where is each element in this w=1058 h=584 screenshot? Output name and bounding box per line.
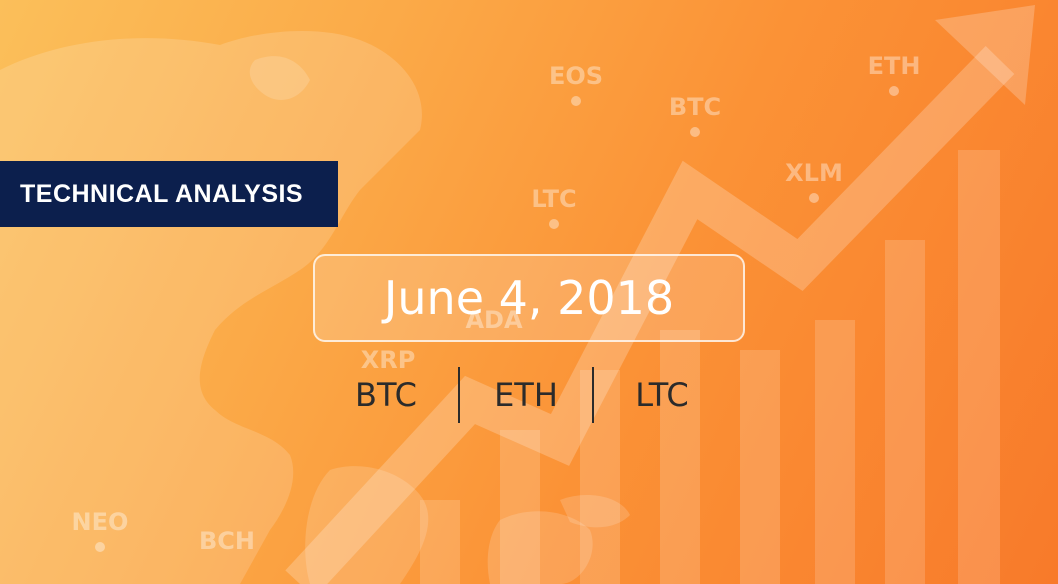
bg-coin-tag: XRP	[360, 346, 416, 374]
bg-coin-tag: ADA	[465, 306, 523, 334]
bg-coin-tag: EOS	[536, 62, 616, 106]
bg-coin-tag: XLM	[774, 159, 854, 203]
coin-label-btc: BTC	[355, 376, 417, 414]
coin-label-eth: ETH	[494, 376, 558, 414]
bg-coin-tag: ETH	[854, 52, 934, 96]
bar-chart-icon	[420, 150, 1000, 584]
date-label: June 4, 2018	[383, 271, 675, 325]
trend-arrow-icon	[285, 5, 1035, 584]
ribbon-label: TECHNICAL ANALYSIS	[20, 179, 304, 208]
bg-coin-tag: NEO	[60, 508, 140, 552]
coin-label-ltc: LTC	[635, 376, 689, 414]
coin-divider	[592, 367, 594, 423]
bg-coin-tag: LTC	[514, 185, 594, 229]
coin-list: BTC ETH LTC	[330, 366, 730, 424]
bg-coin-tag: BTC	[655, 93, 735, 137]
date-box: June 4, 2018	[313, 254, 745, 342]
bg-coin-tag: BCH	[199, 527, 255, 555]
technical-analysis-ribbon: TECHNICAL ANALYSIS	[0, 161, 338, 227]
coin-divider	[458, 367, 460, 423]
